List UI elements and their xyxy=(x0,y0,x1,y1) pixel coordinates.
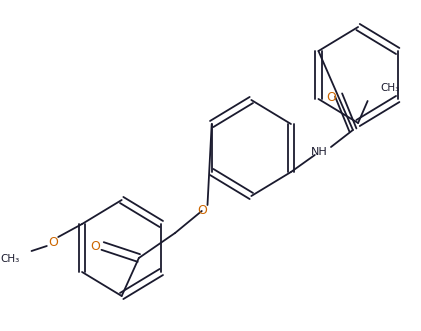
Text: O: O xyxy=(90,240,100,253)
Text: O: O xyxy=(197,205,207,217)
Text: CH₃: CH₃ xyxy=(0,254,19,264)
Text: NH: NH xyxy=(311,147,328,157)
Text: O: O xyxy=(326,90,336,104)
Text: CH₃: CH₃ xyxy=(380,83,399,93)
Text: O: O xyxy=(48,235,59,249)
